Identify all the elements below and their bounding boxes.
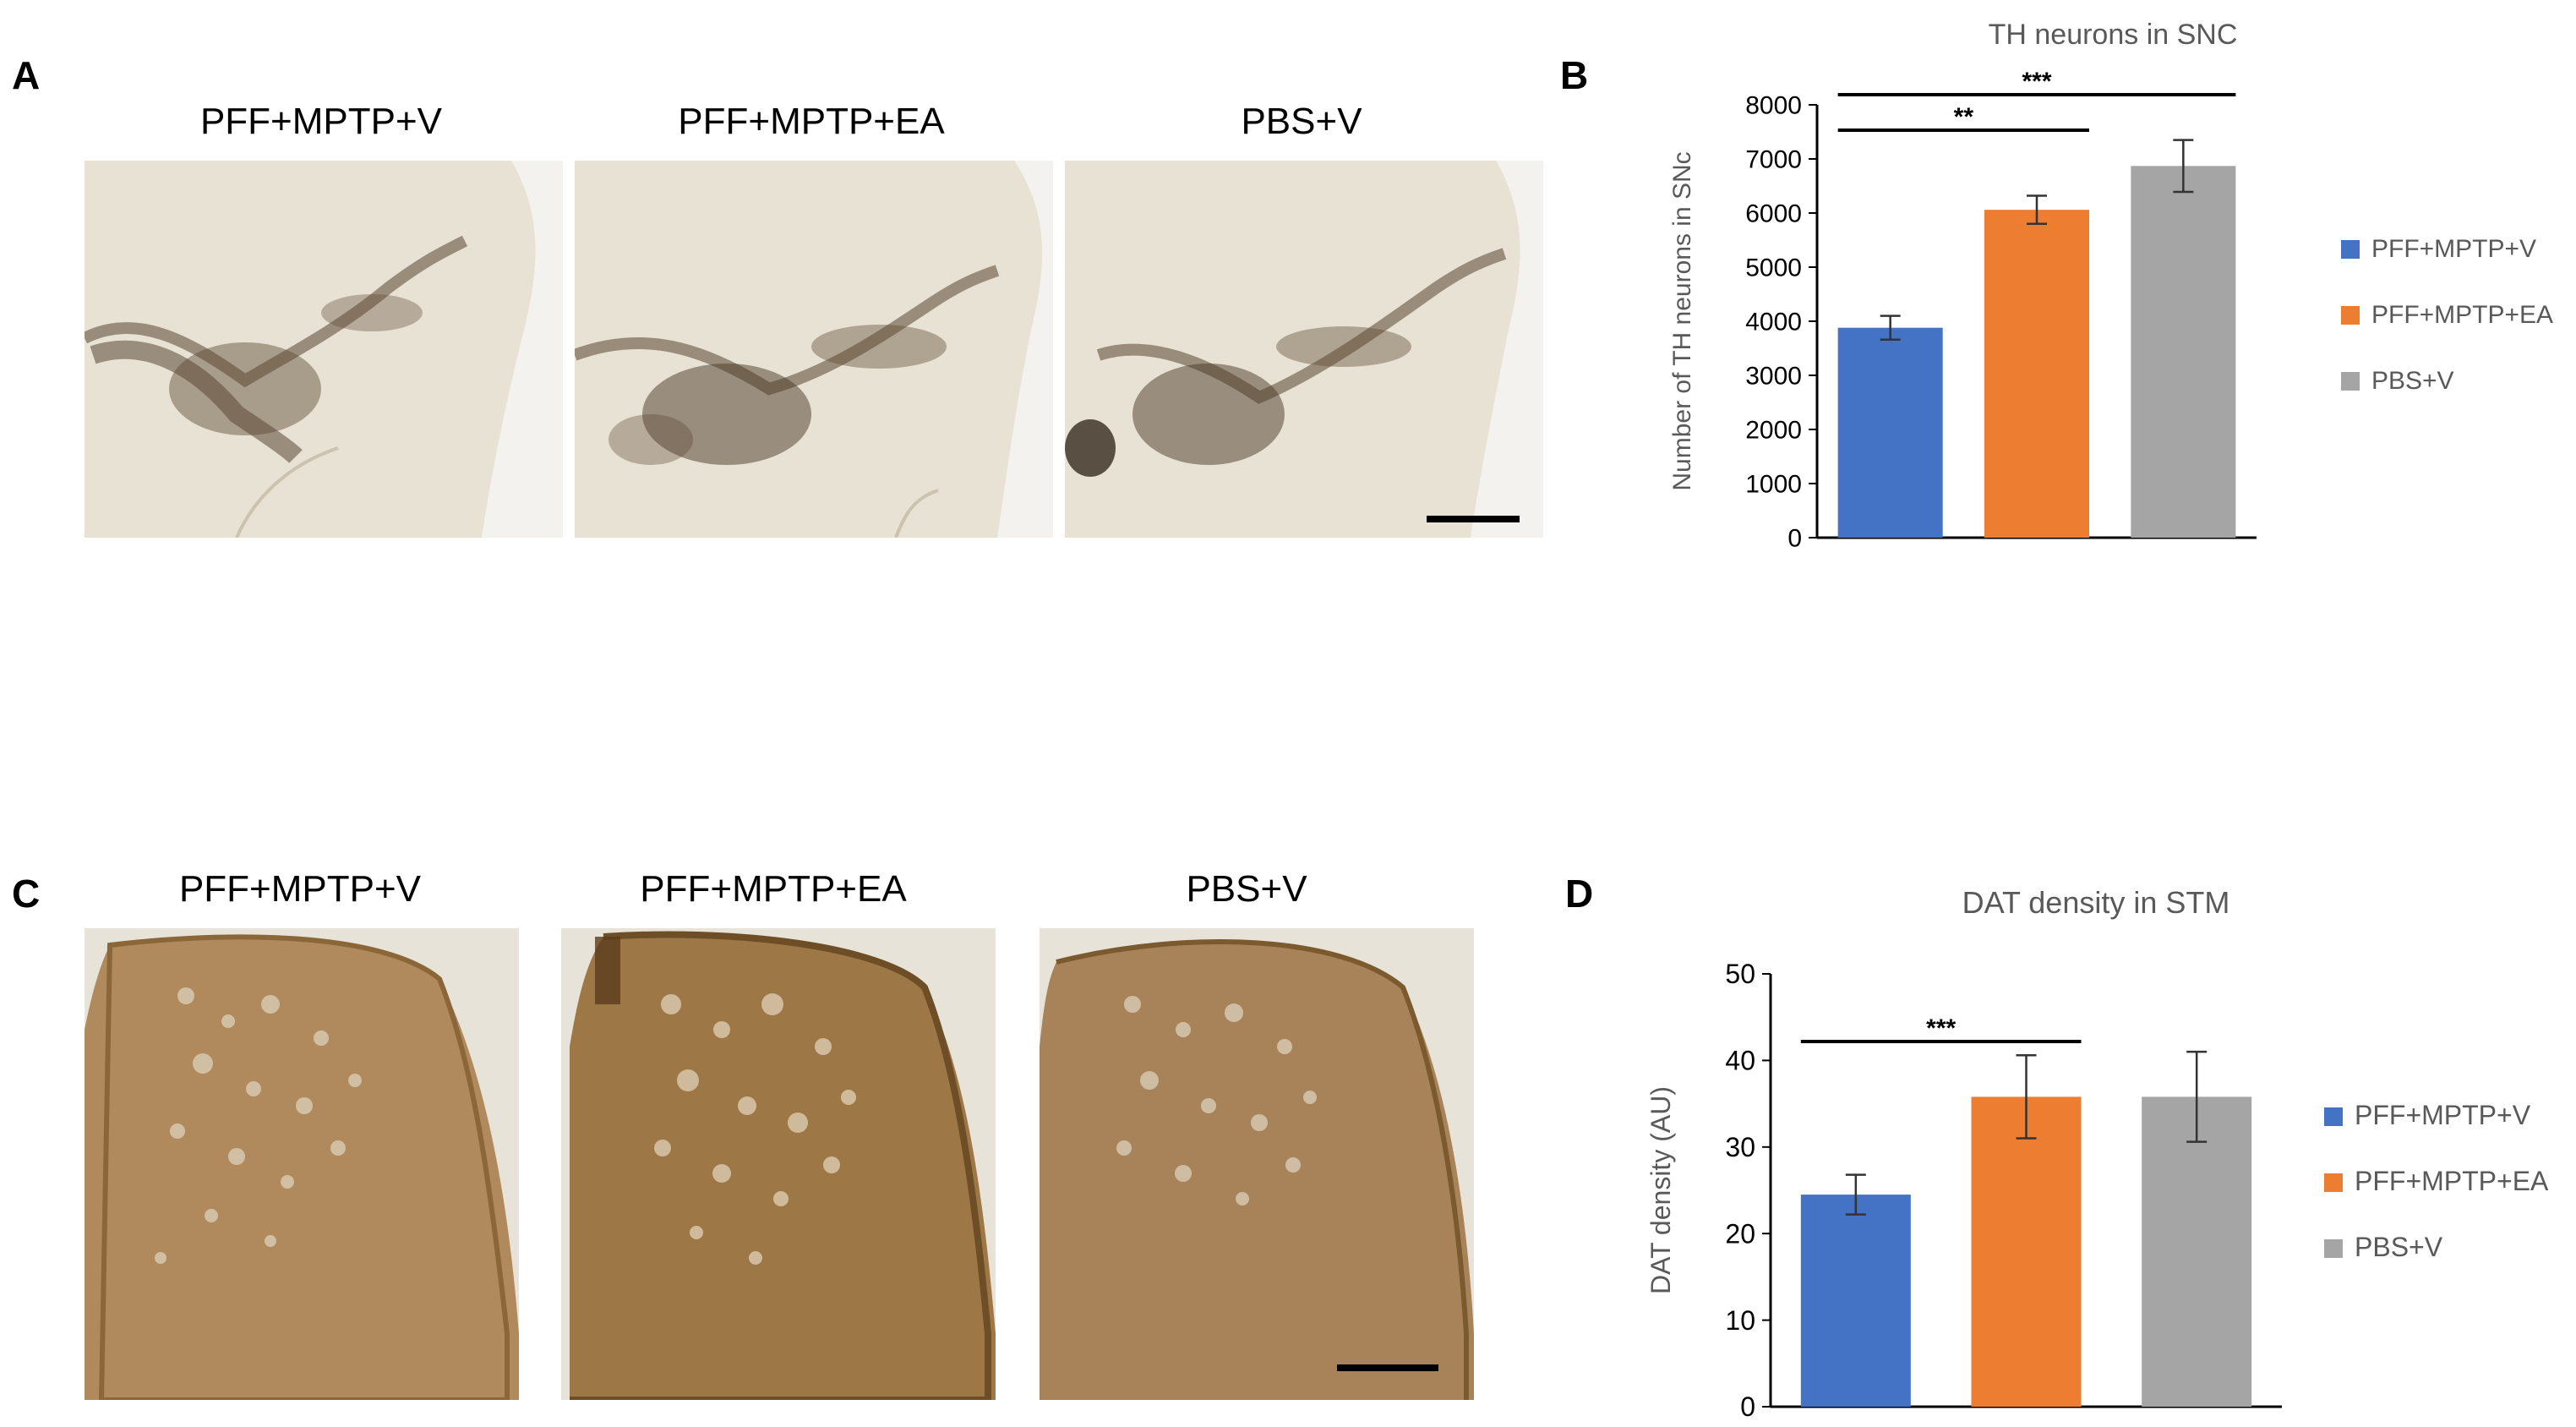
image-label-top-1: PFF+MPTP+V (199, 101, 443, 142)
th-legend-label-1: PFF+MPTP+V (2371, 235, 2536, 263)
image-label-bottom-2: PFF+MPTP+EA (640, 868, 907, 910)
micrograph-striatum-2 (561, 928, 996, 1400)
th-legend-swatch-3 (2341, 372, 2360, 391)
dat-y-tick-label: 40 (1725, 1046, 1755, 1076)
dat-significance-label-1: *** (1926, 1014, 1956, 1042)
th-y-tick-label: 3000 (1745, 363, 1802, 391)
dat-legend-swatch-2 (2324, 1173, 2343, 1192)
th-y-tick-label: 2000 (1745, 417, 1802, 445)
th-legend-label-2: PFF+MPTP+EA (2371, 301, 2553, 329)
image-label-top-2: PFF+MPTP+EA (678, 101, 945, 142)
image-label-bottom-3: PBS+V (1186, 868, 1307, 910)
image-label-bottom-1: PFF+MPTP+V (178, 868, 422, 910)
th-y-tick-label: 1000 (1745, 471, 1802, 499)
th-y-tick-label: 4000 (1745, 309, 1802, 336)
dat-legend-label-2: PFF+MPTP+EA (2355, 1166, 2549, 1196)
th-significance-label-1: ** (1954, 103, 1974, 131)
image-label-top-3: PBS+V (1241, 101, 1362, 142)
dat-chart-title: DAT density in STM (1962, 885, 2230, 920)
th-bar-3 (2131, 166, 2236, 538)
micrograph-snc-3 (1065, 161, 1543, 538)
micrograph-snc-2 (575, 161, 1053, 538)
th-y-tick-label: 6000 (1745, 200, 1802, 228)
micrograph-striatum-1 (85, 928, 519, 1400)
dat-bar-1 (1800, 1195, 1911, 1407)
dat-y-axis-label: DAT density (AU) (1645, 1086, 1676, 1294)
th-y-tick-label: 8000 (1745, 92, 1802, 120)
th-y-tick-label: 7000 (1745, 146, 1802, 174)
th-y-tick-label: 0 (1787, 525, 1802, 553)
th-legend-swatch-2 (2341, 306, 2360, 325)
micrograph-striatum-3 (1040, 928, 1474, 1400)
dat-y-tick-label: 20 (1725, 1218, 1755, 1249)
th-y-tick-label: 5000 (1745, 254, 1802, 282)
panel-letter-c: C (12, 872, 41, 916)
th-significance-label-2: *** (2022, 68, 2051, 96)
th-y-axis-label: Number of TH neurons in SNc (1668, 151, 1696, 490)
scale-bar-bottom (1337, 1364, 1438, 1371)
panel-letter-a: A (12, 53, 41, 97)
dat-legend-label-3: PBS+V (2355, 1232, 2443, 1262)
th-chart-title: TH neurons in SNC (1989, 19, 2238, 51)
dat-legend-label-1: PFF+MPTP+V (2355, 1100, 2531, 1130)
th-legend-swatch-1 (2341, 240, 2360, 259)
dat-bar-2 (1971, 1096, 2082, 1407)
dat-bar-3 (2142, 1096, 2252, 1407)
dat-y-tick-label: 0 (1740, 1391, 1755, 1422)
th-legend-label-3: PBS+V (2371, 367, 2454, 395)
panel-letter-d: D (1565, 872, 1594, 916)
dat-legend-swatch-3 (2324, 1239, 2343, 1258)
dat-y-tick-label: 50 (1725, 959, 1755, 989)
micrograph-snc-1 (85, 161, 563, 538)
th-bar-2 (1984, 210, 2089, 538)
dat-y-tick-label: 30 (1725, 1132, 1755, 1162)
dat-legend-swatch-1 (2324, 1107, 2343, 1126)
scale-bar-top (1427, 516, 1520, 522)
th-bar-1 (1837, 327, 1943, 538)
dat-y-tick-label: 10 (1725, 1305, 1755, 1336)
panel-letter-b: B (1560, 53, 1589, 97)
